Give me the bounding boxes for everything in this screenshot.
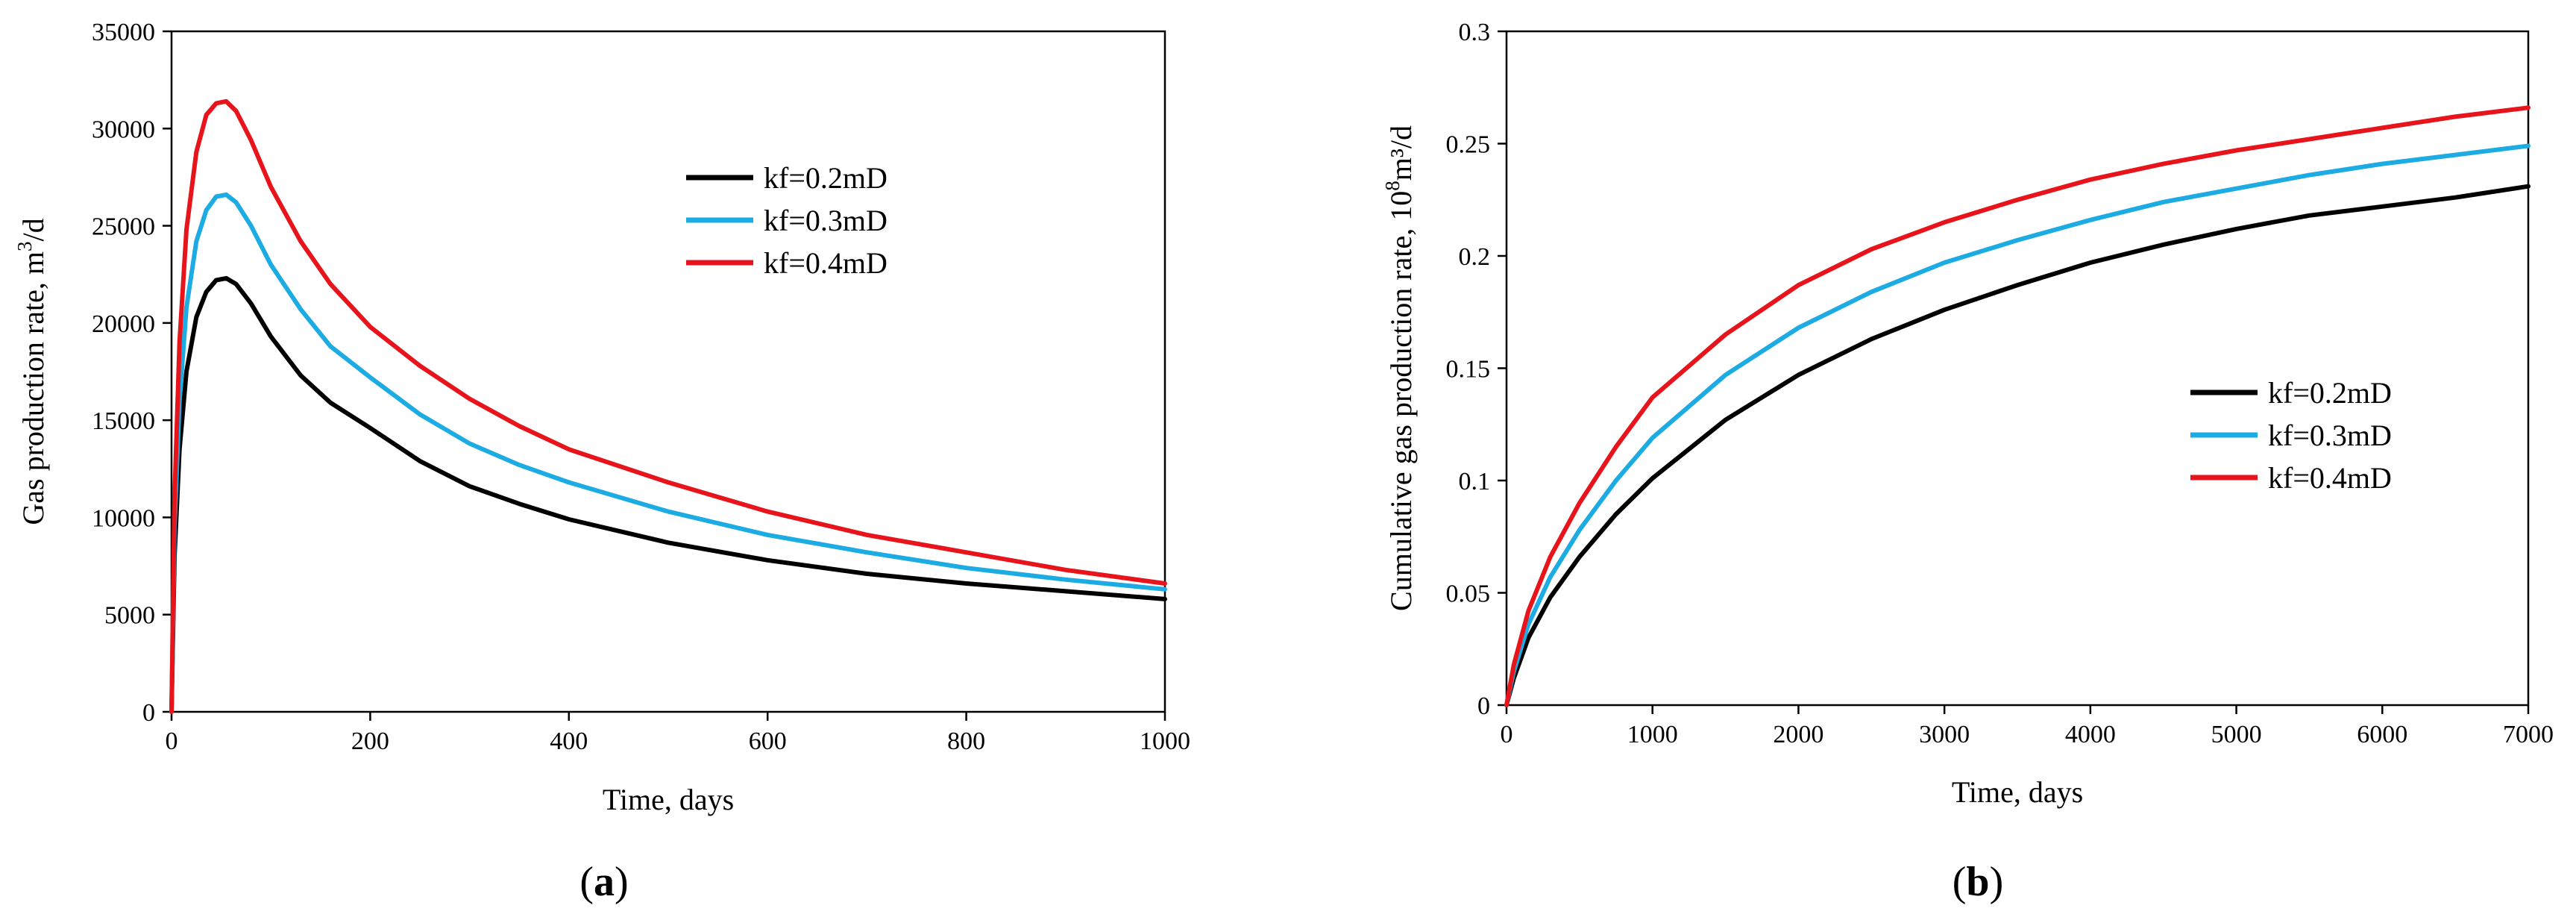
series-line-2 xyxy=(169,192,1167,714)
x-tick-label: 600 xyxy=(749,727,787,755)
y-tick-label: 35000 xyxy=(92,19,155,46)
x-tick-label: 0 xyxy=(1501,721,1513,748)
x-tick-label: 2000 xyxy=(1773,721,1823,748)
series-line-1 xyxy=(1504,184,2531,707)
y-tick-label: 0 xyxy=(142,699,155,727)
y-tick-label: 0.1 xyxy=(1459,468,1491,495)
x-tick-label: 200 xyxy=(351,727,389,755)
series-line-1 xyxy=(169,275,1167,714)
legend-label-3: kf=0.4mD xyxy=(2268,461,2392,495)
y-tick-label: 25000 xyxy=(92,213,155,241)
panel-label: (a) xyxy=(579,859,628,905)
x-tick-label: 7000 xyxy=(2503,721,2554,748)
x-tick-label: 1000 xyxy=(1140,727,1190,755)
x-tick-label: 4000 xyxy=(2065,721,2116,748)
x-tick-label: 0 xyxy=(166,727,178,755)
x-axis-label: Time, days xyxy=(603,783,734,816)
y-tick-label: 15000 xyxy=(92,407,155,435)
x-tick-label: 1000 xyxy=(1627,721,1678,748)
panel-label: (b) xyxy=(1953,859,2003,905)
series-line-2 xyxy=(1504,143,2531,707)
plot-frame xyxy=(1505,30,2530,707)
y-tick-label: 30000 xyxy=(92,116,155,143)
chart-b: 0 1000 2000 3000 4000 5000 6000 7000 0 0.05 0.1 0.1… xyxy=(1381,19,2554,905)
y-tick-label: 0.25 xyxy=(1446,131,1491,159)
x-tick-label: 3000 xyxy=(1919,721,1970,748)
y-axis-label: Cumulative gas production rate, 108m³/d xyxy=(1381,125,1418,611)
legend-label-3: kf=0.4mD xyxy=(764,246,888,280)
x-axis-label: Time, days xyxy=(1952,775,2083,809)
legend-label-1: kf=0.2mD xyxy=(2268,376,2392,410)
x-tick-label: 800 xyxy=(947,727,985,755)
series-line-3 xyxy=(1504,105,2531,707)
y-tick-label: 20000 xyxy=(92,310,155,338)
x-tick-label: 6000 xyxy=(2357,721,2407,748)
y-tick-label: 0.3 xyxy=(1459,19,1491,46)
legend-label-2: kf=0.3mD xyxy=(2268,419,2392,452)
series-line-3 xyxy=(169,98,1167,714)
legend-label-1: kf=0.2mD xyxy=(764,161,888,195)
chart-a: 0 200 400 600 800 100005000100001500020000250… xyxy=(13,19,1190,905)
y-tick-label: 0 xyxy=(1477,692,1490,720)
legend-label-2: kf=0.3mD xyxy=(764,204,888,237)
x-tick-label: 5000 xyxy=(2211,721,2262,748)
y-tick-label: 0.05 xyxy=(1446,581,1491,608)
y-tick-label: 0.15 xyxy=(1446,356,1491,384)
x-tick-label: 400 xyxy=(550,727,588,755)
y-tick-label: 10000 xyxy=(92,504,155,532)
y-axis-label: Gas production rate, m3/d xyxy=(13,218,50,525)
plot-frame xyxy=(170,30,1166,713)
y-tick-label: 0.2 xyxy=(1459,243,1491,271)
y-tick-label: 5000 xyxy=(104,602,155,630)
